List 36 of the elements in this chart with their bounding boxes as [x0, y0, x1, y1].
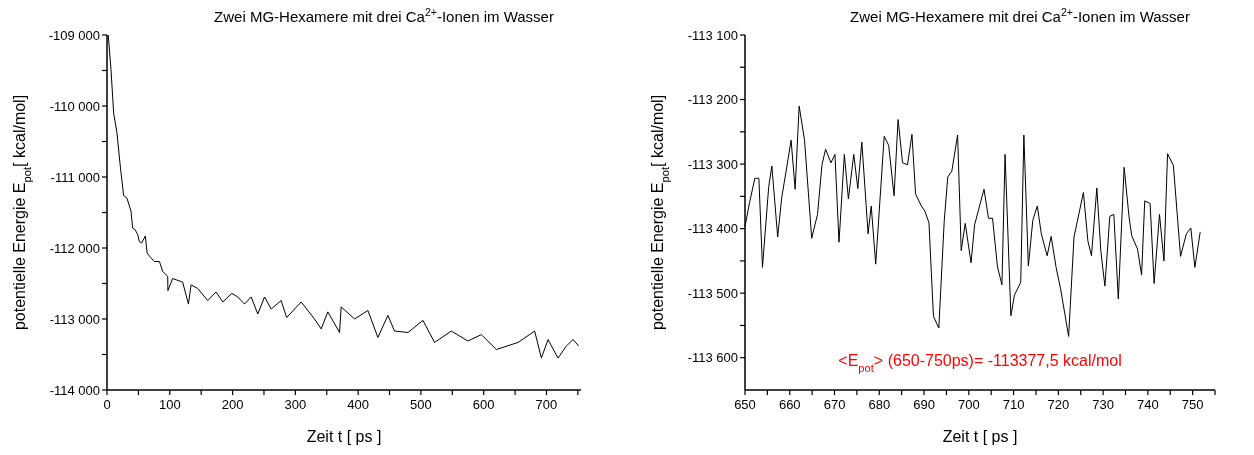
x-tick-label: 500: [410, 397, 432, 412]
x-tick-label: 720: [1047, 397, 1070, 412]
x-tick-label: 600: [472, 397, 495, 412]
x-tick-label: 660: [778, 397, 801, 412]
y-tick-label: -112 000: [49, 240, 100, 256]
x-tick-label: 710: [1002, 397, 1025, 412]
y-tick-label: -113 000: [49, 311, 100, 327]
x-tick-label: 0: [103, 397, 111, 412]
x-tick-label: 680: [868, 397, 891, 412]
x-tick-label: 650: [734, 397, 756, 412]
x-tick-label: 300: [284, 397, 307, 412]
y-tick-label: -110 000: [49, 98, 100, 114]
y-tick-label: -113 600: [687, 350, 738, 366]
chart-title: Zwei MG-Hexamere mit drei Ca$^{2+}$-Ionen im Wasser: [850, 6, 1190, 25]
x-axis-title: Zeit t [ ps ]: [942, 428, 1018, 445]
x-tick-label: 750: [1181, 397, 1204, 412]
x-tick-label: 700: [957, 397, 980, 412]
y-tick-label: -113 400: [687, 221, 738, 237]
x-tick-label: 730: [1092, 397, 1114, 412]
x-axis-title: Zeit t [ ps ]: [306, 428, 382, 445]
y-tick-label: -113 200: [687, 92, 738, 108]
x-tick-label: 700: [535, 397, 558, 412]
x-tick-label: 740: [1137, 397, 1159, 412]
chart-title: Zwei MG-Hexamere mit drei Ca$^{2+}$-Ionen im Wasser: [214, 6, 554, 25]
y-tick-label: -109 000: [48, 27, 100, 43]
y-tick-label: -113 100: [687, 27, 738, 43]
x-tick-label: 670: [823, 397, 846, 412]
y-tick-label: -113 300: [687, 156, 738, 172]
x-tick-label: 100: [158, 397, 181, 412]
y-tick-label: -113 500: [687, 285, 738, 301]
y-tick-label: -114 000: [49, 382, 100, 398]
x-tick-label: 400: [347, 397, 369, 412]
y-tick-label: -111 000: [50, 169, 100, 185]
x-tick-label: 690: [913, 397, 935, 412]
annotation: <E$_{pot}$> (650-750ps)= -113377,5 kcal/mol: [838, 352, 1122, 374]
x-tick-label: 200: [221, 397, 244, 412]
